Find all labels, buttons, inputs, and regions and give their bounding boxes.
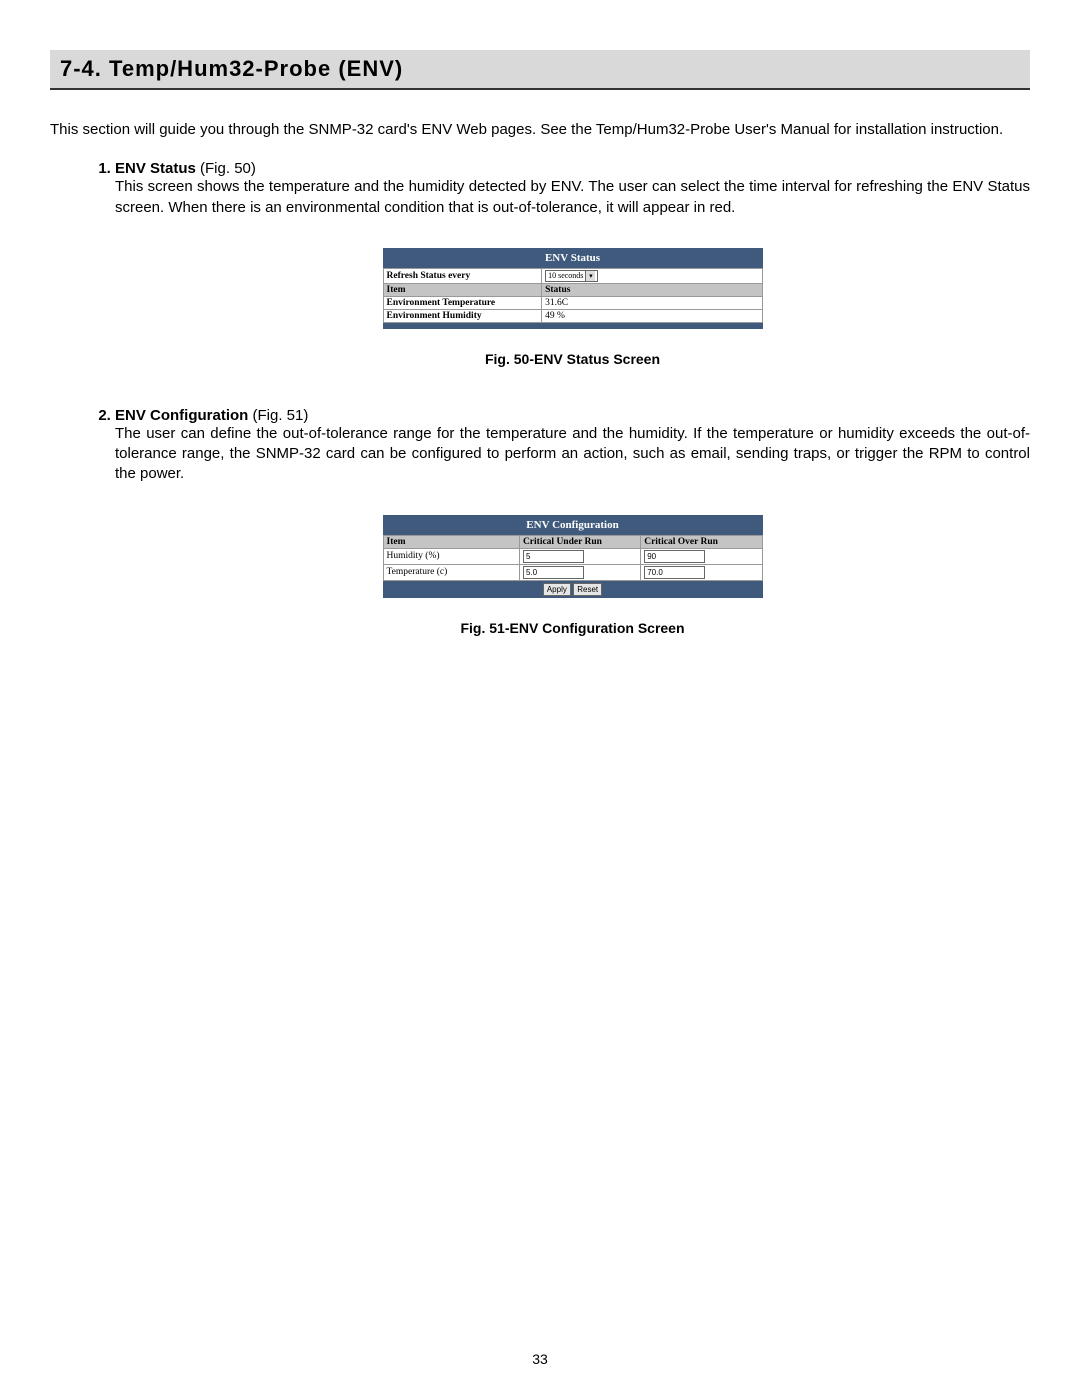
table-row: Humidity (%) 5 90 (383, 548, 762, 564)
table-row: Environment Temperature 31.6C (383, 296, 762, 309)
col-status: Status (542, 283, 762, 296)
cfg-row-item: Humidity (%) (383, 548, 519, 564)
row-item: Environment Humidity (383, 309, 542, 322)
item1-suffix: (Fig. 50) (196, 160, 256, 177)
reset-button[interactable]: Reset (573, 583, 602, 596)
page-number: 33 (0, 1351, 1080, 1367)
list-item-env-status: ENV Status (Fig. 50) This screen shows t… (115, 160, 1030, 367)
fig51-title: ENV Configuration (383, 515, 763, 535)
cfg-row-under: 5 (519, 548, 640, 564)
cfg-row-over: 70.0 (641, 564, 762, 580)
item2-suffix: (Fig. 51) (248, 407, 308, 424)
cfg-row-under: 5.0 (519, 564, 640, 580)
figure-env-status: ENV Status Refresh Status every 10 secon… (383, 248, 763, 329)
refresh-cell: 10 seconds▾ (542, 268, 762, 283)
temperature-over-input[interactable]: 70.0 (644, 566, 705, 579)
table-row: Temperature (c) 5.0 70.0 (383, 564, 762, 580)
row-status: 31.6C (542, 296, 762, 309)
fig50-footer-bar (383, 323, 763, 329)
refresh-value: 10 seconds (548, 271, 583, 280)
item2-title: ENV Configuration (115, 407, 248, 424)
figure-env-config: ENV Configuration Item Critical Under Ru… (383, 515, 763, 598)
section-header: 7-4. Temp/Hum32-Probe (ENV) (50, 50, 1030, 90)
cfg-col-item: Item (383, 535, 519, 548)
humidity-over-input[interactable]: 90 (644, 550, 705, 563)
cfg-col-over: Critical Over Run (641, 535, 762, 548)
fig50-caption: Fig. 50-ENV Status Screen (115, 351, 1030, 367)
fig51-button-row: Apply Reset (383, 581, 763, 598)
cfg-row-over: 90 (641, 548, 762, 564)
row-item: Environment Temperature (383, 296, 542, 309)
dropdown-icon: ▾ (585, 271, 595, 281)
col-item: Item (383, 283, 542, 296)
row-status: 49 % (542, 309, 762, 322)
fig51-caption: Fig. 51-ENV Configuration Screen (115, 620, 1030, 636)
temperature-under-input[interactable]: 5.0 (523, 566, 584, 579)
apply-button[interactable]: Apply (543, 583, 571, 596)
refresh-select[interactable]: 10 seconds▾ (545, 270, 598, 282)
intro-paragraph: This section will guide you through the … (50, 120, 1030, 140)
table-row: Environment Humidity 49 % (383, 309, 762, 322)
cfg-row-item: Temperature (c) (383, 564, 519, 580)
item1-body: This screen shows the temperature and th… (115, 177, 1030, 218)
item1-title: ENV Status (115, 160, 196, 177)
cfg-col-under: Critical Under Run (519, 535, 640, 548)
list-item-env-config: ENV Configuration (Fig. 51) The user can… (115, 407, 1030, 636)
humidity-under-input[interactable]: 5 (523, 550, 584, 563)
fig50-title: ENV Status (383, 248, 763, 268)
refresh-label: Refresh Status every (383, 268, 542, 283)
item2-body: The user can define the out-of-tolerance… (115, 424, 1030, 485)
